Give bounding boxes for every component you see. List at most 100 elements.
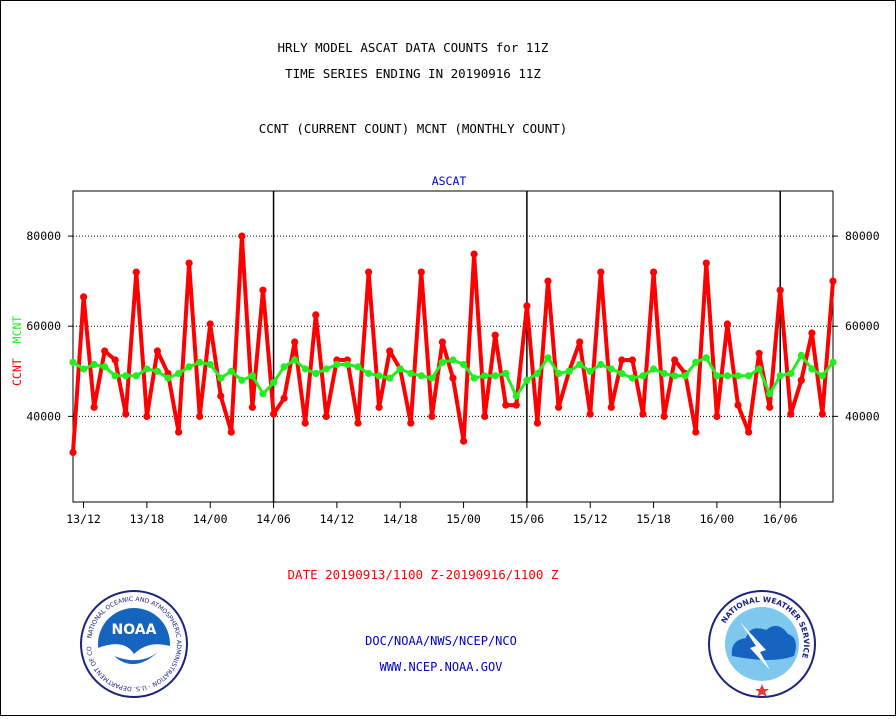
data-point-ccnt (713, 412, 721, 420)
data-point-mcnt (491, 372, 499, 380)
data-point-ccnt (512, 401, 520, 409)
data-point-mcnt (576, 360, 584, 369)
data-point-mcnt (270, 379, 278, 387)
chart-subtitle: CCNT (CURRENT COUNT) MCNT (MONTHLY COUNT… (259, 121, 568, 136)
data-point-ccnt (153, 347, 161, 355)
data-point-ccnt (69, 448, 77, 456)
data-point-ccnt (628, 356, 637, 364)
y-tick-label-right: 40000 (845, 409, 880, 423)
plot-border (72, 190, 834, 503)
data-point-ccnt (470, 250, 478, 258)
data-point-mcnt (523, 376, 531, 384)
x-tick-label: 14/06 (256, 512, 291, 526)
data-point-ccnt (639, 410, 647, 418)
data-point-mcnt (111, 372, 119, 380)
data-point-mcnt (797, 351, 805, 360)
data-point-ccnt (259, 286, 267, 294)
data-point-mcnt (428, 374, 436, 382)
data-point-mcnt (90, 360, 98, 369)
org-line: DOC/NOAA/NWS/NCEP/NCO (365, 634, 517, 648)
data-point-ccnt (460, 437, 468, 445)
data-point-mcnt (101, 363, 109, 371)
data-point-mcnt (481, 372, 489, 380)
data-point-ccnt (428, 412, 436, 420)
noaa-logo-text: NOAA (112, 622, 157, 638)
data-point-mcnt (259, 390, 267, 398)
data-point-mcnt (396, 365, 404, 373)
data-point-mcnt (438, 358, 446, 366)
data-point-ccnt (312, 311, 320, 319)
x-tick-label: 13/12 (66, 512, 101, 526)
data-point-mcnt (512, 392, 520, 400)
data-point-mcnt (322, 365, 330, 373)
data-point-ccnt (776, 286, 784, 294)
x-axis: 13/12 13/18 14/00 14/06 14/12 14/18 15/00 15/06… (66, 502, 798, 526)
series-layer (69, 232, 837, 456)
data-point-ccnt (745, 428, 753, 436)
data-point-ccnt (280, 394, 288, 402)
data-point-mcnt (745, 372, 753, 380)
y-axis-right: 40000 60000 80000 (833, 229, 880, 423)
data-point-ccnt (808, 329, 816, 337)
x-tick-label: 14/18 (383, 512, 418, 526)
data-point-ccnt (132, 268, 140, 276)
data-point-ccnt (143, 412, 151, 420)
data-point-mcnt (692, 358, 700, 366)
data-point-mcnt (502, 369, 510, 378)
data-point-mcnt (280, 363, 288, 371)
y-axis-left: 40000 60000 80000 (26, 229, 73, 423)
data-point-mcnt (153, 367, 161, 375)
data-point-mcnt (449, 356, 457, 364)
data-point-mcnt (343, 360, 351, 369)
x-tick-label: 15/12 (573, 512, 608, 526)
data-point-ccnt (502, 401, 510, 409)
data-point-mcnt (713, 372, 721, 380)
data-point-mcnt (660, 369, 668, 378)
data-point-mcnt (808, 365, 816, 373)
data-point-mcnt (69, 358, 77, 366)
data-point-mcnt (185, 363, 193, 371)
data-point-ccnt (217, 392, 225, 400)
data-point-ccnt (523, 302, 531, 310)
data-point-ccnt (375, 403, 383, 411)
data-point-mcnt (196, 358, 204, 366)
data-point-ccnt (90, 403, 98, 411)
data-point-mcnt (734, 372, 742, 380)
ylabel-mcnt: MCNT (10, 316, 24, 344)
x-tick-label: 13/18 (130, 512, 165, 526)
series-mcnt (69, 351, 837, 400)
data-point-mcnt (217, 374, 225, 382)
data-point-mcnt (671, 372, 679, 380)
data-point-mcnt (776, 372, 784, 380)
data-point-ccnt (438, 338, 446, 346)
data-point-mcnt (375, 372, 383, 380)
data-point-mcnt (628, 374, 637, 382)
data-point-ccnt (723, 320, 732, 328)
data-point-ccnt (185, 259, 193, 267)
nws-logo: NATIONAL WEATHER SERVICE (708, 590, 816, 698)
noaa-logo: NOAA NATIONAL OCEANIC AND ATMOSPHERIC AD… (80, 590, 188, 698)
data-point-mcnt (122, 372, 130, 380)
data-point-ccnt (481, 412, 489, 420)
data-point-mcnt (818, 372, 827, 380)
data-point-ccnt (491, 331, 499, 339)
data-point-mcnt (227, 367, 235, 375)
data-point-ccnt (650, 268, 658, 276)
y-tick-label-left: 40000 (26, 409, 61, 423)
data-point-ccnt (586, 410, 594, 418)
data-point-mcnt (143, 365, 151, 373)
data-point-mcnt (312, 369, 320, 378)
data-point-mcnt (565, 367, 573, 375)
data-point-mcnt (618, 369, 626, 378)
data-point-mcnt (238, 376, 246, 384)
series-ccnt (69, 232, 837, 456)
data-point-mcnt (597, 360, 605, 369)
date-range: DATE 20190913/1100 Z-20190916/1100 Z (288, 567, 559, 582)
y-tick-label-right: 60000 (845, 319, 880, 333)
chart-title-line1: HRLY MODEL ASCAT DATA COUNTS for 11Z (278, 40, 549, 55)
data-point-ccnt (386, 347, 394, 355)
data-point-ccnt (829, 277, 837, 285)
x-tick-label: 15/00 (446, 512, 481, 526)
